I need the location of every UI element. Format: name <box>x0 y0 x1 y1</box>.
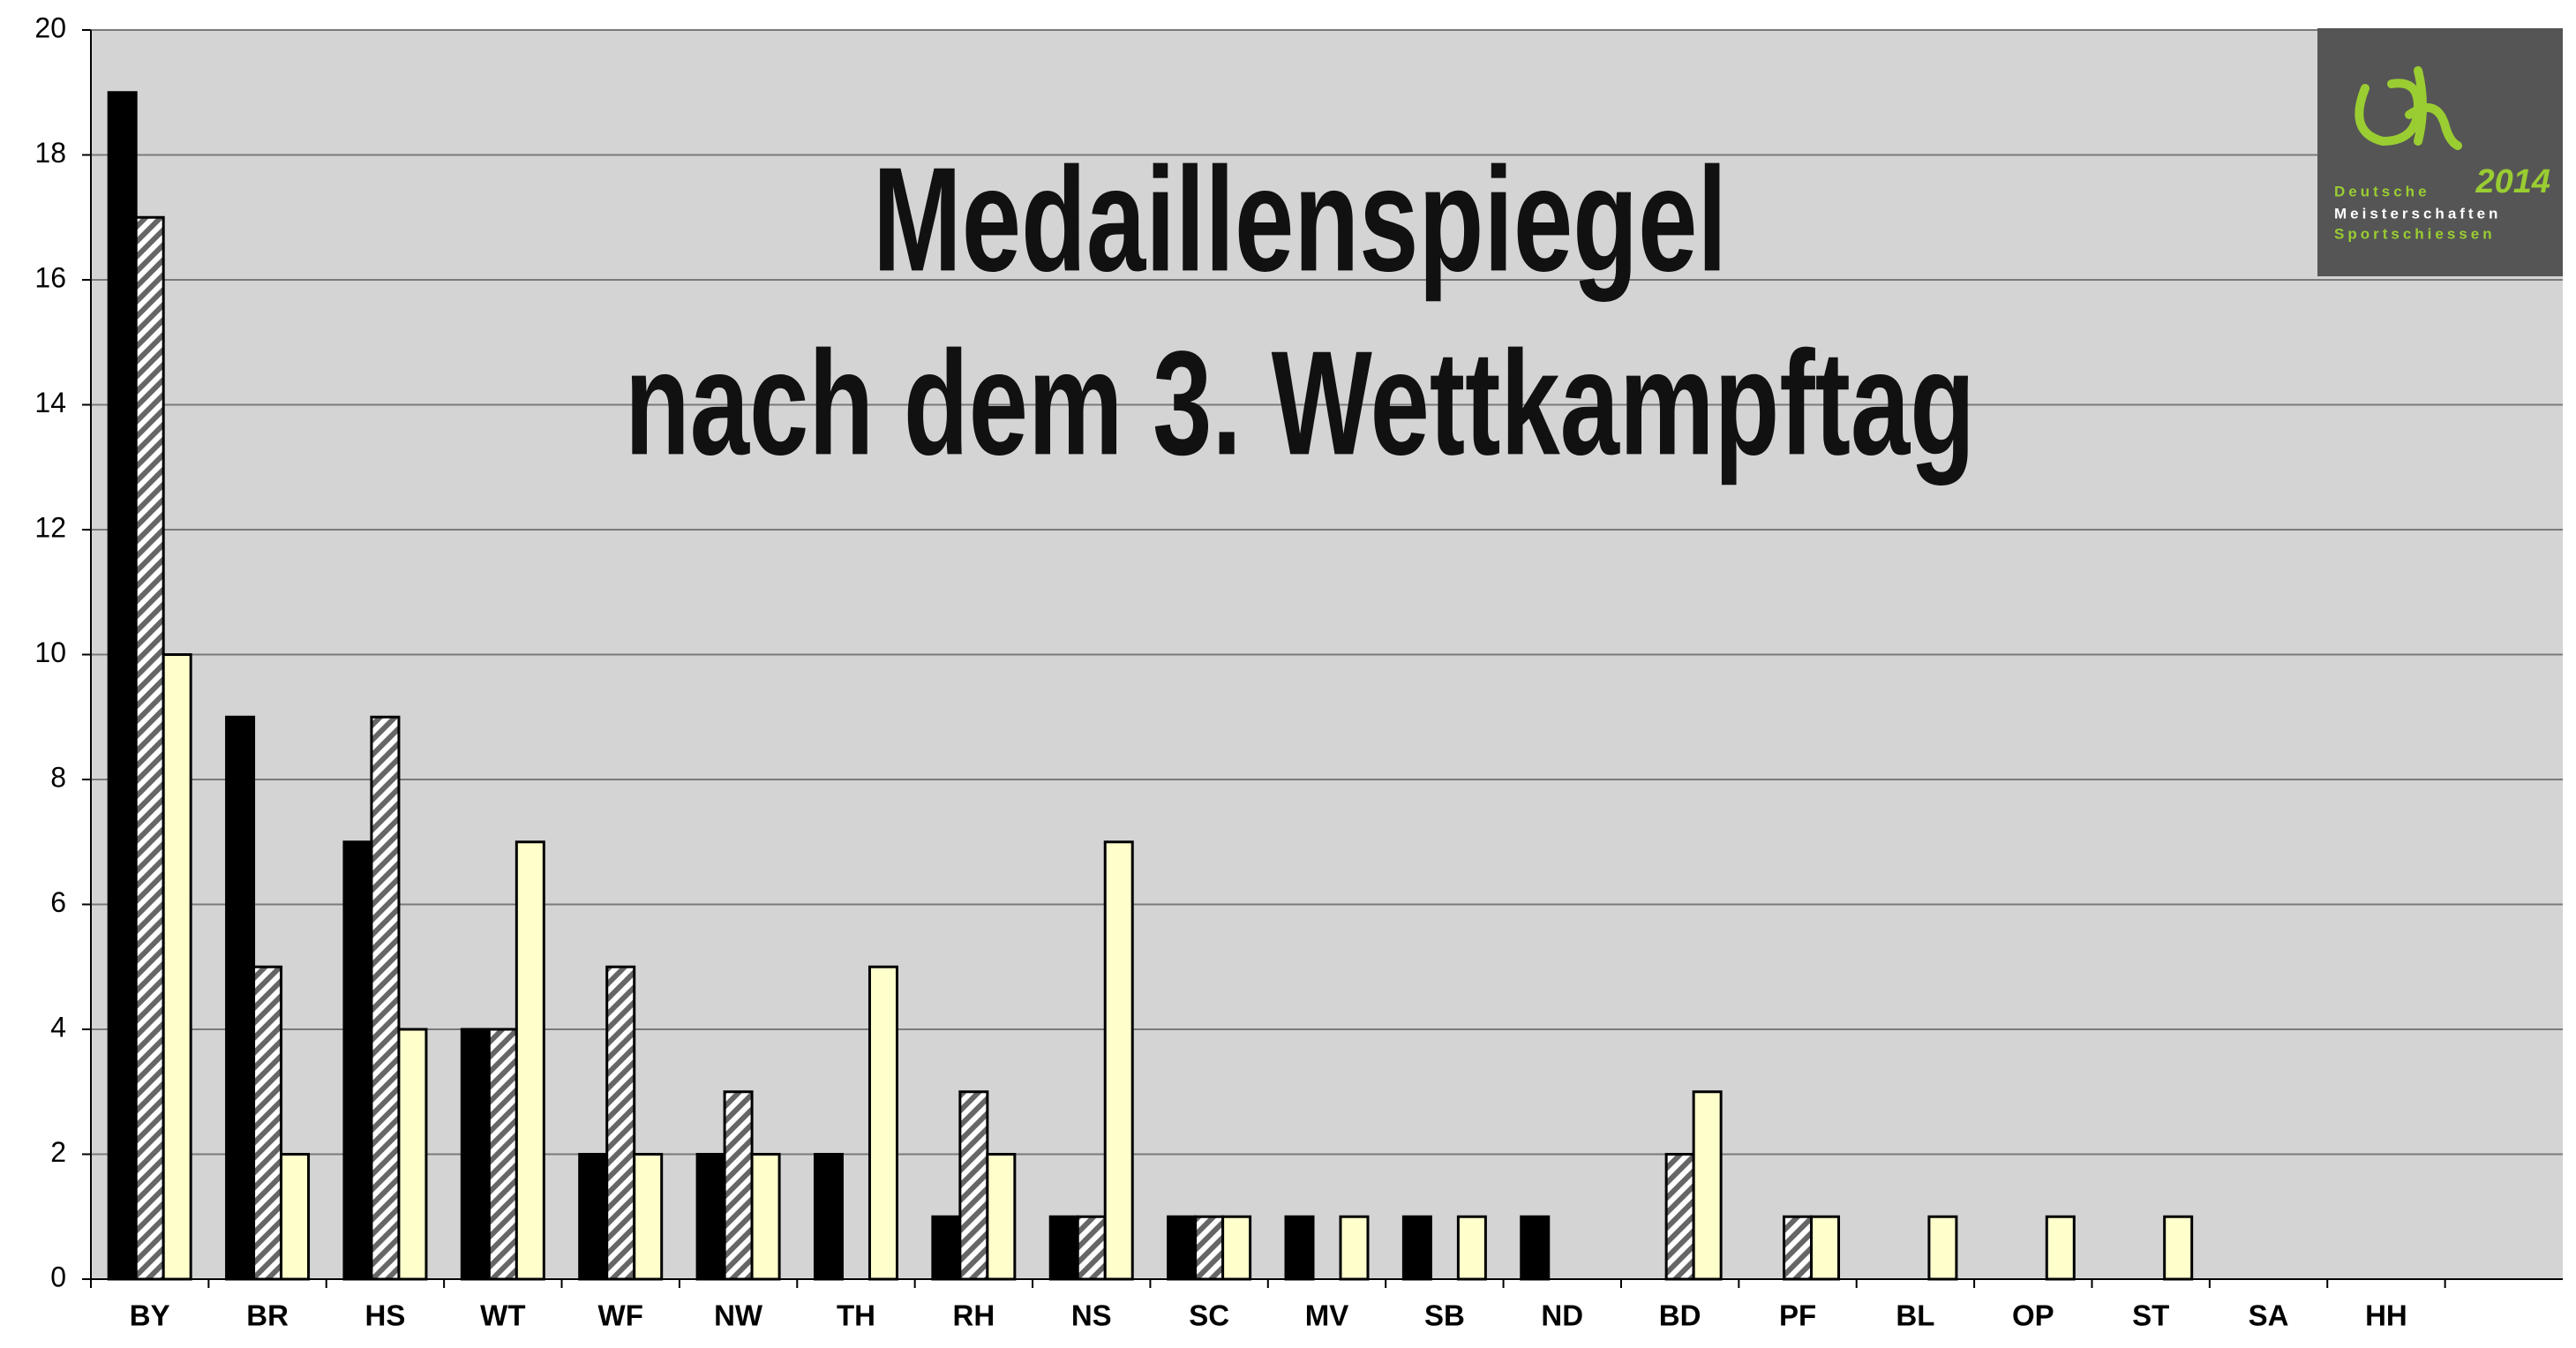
bar <box>958 1090 989 1281</box>
bar <box>723 1090 754 1281</box>
bar <box>1284 1215 1315 1281</box>
bar <box>280 1153 311 1281</box>
bar <box>1221 1215 1252 1281</box>
x-tick-label: NS <box>1071 1299 1112 1332</box>
y-tick-label: 4 <box>50 1011 66 1043</box>
logo-text: Sportschiessen <box>2334 225 2496 242</box>
y-tick-label: 14 <box>34 387 66 418</box>
bar <box>1520 1215 1551 1281</box>
x-tick-label: BR <box>246 1299 289 1332</box>
x-tick-label: HH <box>2365 1299 2407 1332</box>
bar <box>370 715 401 1281</box>
logo-text: Deutsche <box>2334 183 2430 200</box>
bar <box>161 653 192 1281</box>
bar <box>397 1028 428 1281</box>
logo-year: 2014 <box>2475 163 2550 200</box>
bar <box>578 1153 609 1281</box>
bar <box>1456 1215 1487 1281</box>
x-tick-label: SC <box>1189 1299 1229 1332</box>
x-tick-label: BD <box>1659 1299 1701 1332</box>
bar <box>931 1215 962 1281</box>
y-tick-label: 0 <box>50 1261 66 1292</box>
bar <box>1339 1215 1370 1281</box>
y-tick-label: 18 <box>34 137 66 169</box>
bar <box>750 1153 781 1281</box>
bar <box>514 840 545 1281</box>
x-tick-label: NW <box>714 1299 763 1332</box>
bar <box>460 1028 491 1281</box>
logo-box <box>2317 28 2563 276</box>
bar <box>813 1153 844 1281</box>
x-tick-label: BL <box>1896 1299 1934 1332</box>
x-tick-label: ST <box>2132 1299 2169 1332</box>
bar <box>225 715 256 1281</box>
bar <box>342 840 373 1281</box>
x-tick-label: SB <box>1424 1299 1465 1332</box>
x-tick-label: WF <box>598 1299 643 1332</box>
x-tick-label: HS <box>365 1299 406 1332</box>
bar <box>1664 1153 1695 1281</box>
bar <box>986 1153 1017 1281</box>
x-tick-label: BY <box>130 1299 170 1332</box>
y-tick-label: 12 <box>34 511 66 543</box>
x-tick-label: WT <box>480 1299 525 1332</box>
title: Medaillenspiegel nach dem 3. Wettkampfta… <box>625 137 1975 486</box>
y-tick-label: 10 <box>34 636 66 668</box>
x-tick-label: PF <box>1779 1299 1816 1332</box>
bar <box>695 1153 726 1281</box>
logo-mark <box>2354 66 2462 150</box>
bar <box>1783 1215 1814 1281</box>
y-tick-label: 8 <box>50 761 66 793</box>
bar <box>1076 1215 1107 1281</box>
bar <box>107 91 138 1281</box>
logo-text: Meisterschaften <box>2334 205 2501 222</box>
bar <box>2163 1215 2194 1281</box>
x-tick-label: OP <box>2012 1299 2054 1332</box>
bar <box>1927 1215 1958 1281</box>
bar <box>1810 1215 1841 1281</box>
chart-subtitle: nach dem 3. Wettkampftag <box>625 320 1975 486</box>
y-tick-label: 20 <box>34 11 66 43</box>
bar <box>2045 1215 2076 1281</box>
x-tick-label: RH <box>953 1299 995 1332</box>
bar <box>1048 1215 1079 1281</box>
chart-title: Medaillenspiegel <box>873 137 1727 303</box>
x-tick-label: SA <box>2249 1299 2289 1332</box>
bar <box>1103 840 1134 1281</box>
y-tick-label: 2 <box>50 1136 66 1168</box>
logo: Deutsche 2014 Meisterschaften Sportschie… <box>2317 28 2563 276</box>
y-tick-label: 16 <box>34 261 66 293</box>
x-tick-label: ND <box>1541 1299 1583 1332</box>
x-tick-label: TH <box>837 1299 875 1332</box>
bar <box>605 965 636 1281</box>
bar <box>1692 1090 1723 1281</box>
bar <box>1194 1215 1225 1281</box>
bar <box>867 965 898 1281</box>
bar <box>487 1028 518 1281</box>
y-tick-label: 6 <box>50 886 66 918</box>
bar <box>1401 1215 1432 1281</box>
bar <box>633 1153 664 1281</box>
x-tick-label: MV <box>1305 1299 1349 1332</box>
bar <box>252 965 283 1281</box>
bar <box>134 215 165 1281</box>
bar <box>1167 1215 1198 1281</box>
